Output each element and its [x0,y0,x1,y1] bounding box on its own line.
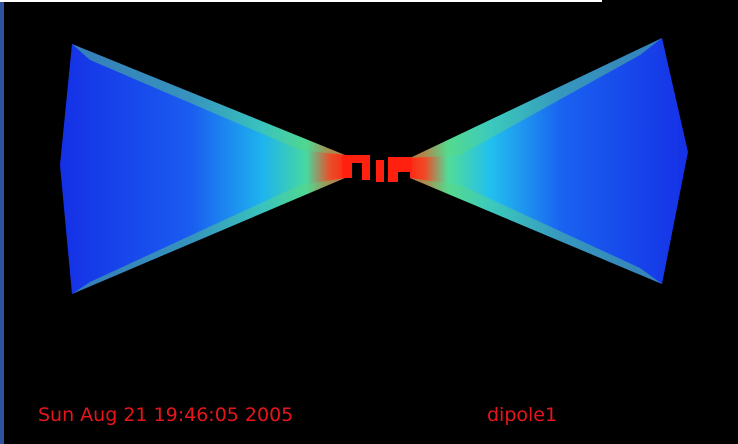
model-name: dipole1 [487,404,557,426]
top-border [0,0,602,2]
field-plot-screenshot: Sun Aug 21 19:46:05 2005 dipole1 [0,0,738,444]
left-border [0,0,4,444]
feed-gap [376,160,384,182]
timestamp: Sun Aug 21 19:46:05 2005 [38,404,293,426]
page: Sun Aug 21 19:46:05 2005 dipole1 (() => … [0,0,738,444]
